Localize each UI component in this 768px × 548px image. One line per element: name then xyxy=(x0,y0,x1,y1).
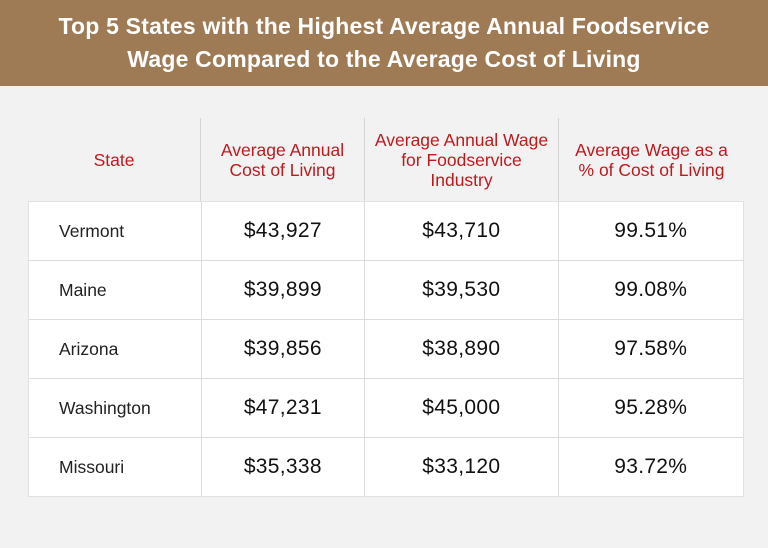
cost-of-living-cell: $47,231 xyxy=(200,379,365,437)
header-foodservice-wage: Average Annual Wage for Foodservice Indu… xyxy=(364,118,558,201)
percent-cell: 93.72% xyxy=(557,438,743,496)
title-line-2: Wage Compared to the Average Cost of Liv… xyxy=(127,46,641,72)
cost-of-living-cell: $43,927 xyxy=(200,202,365,260)
table-row: Arizona $39,856 $38,890 97.58% xyxy=(29,319,743,378)
percent-cell: 99.08% xyxy=(557,261,743,319)
table-row: Vermont $43,927 $43,710 99.51% xyxy=(29,202,743,260)
data-table: State Average Annual Cost of Living Aver… xyxy=(28,118,744,497)
wage-cell: $43,710 xyxy=(364,202,557,260)
cost-of-living-cell: $35,338 xyxy=(200,438,365,496)
header-line: Industry xyxy=(430,169,493,190)
cost-of-living-cell: $39,899 xyxy=(200,261,365,319)
header-state: State xyxy=(28,118,200,201)
table-row: Missouri $35,338 $33,120 93.72% xyxy=(29,437,743,496)
title-line-1: Top 5 States with the Highest Average An… xyxy=(58,13,710,39)
state-cell: Vermont xyxy=(59,220,125,241)
header-line: Cost of Living xyxy=(229,159,336,180)
wage-cell: $33,120 xyxy=(364,438,557,496)
state-cell: Maine xyxy=(59,279,107,300)
header-line: for Foodservice xyxy=(401,149,522,170)
wage-cell: $39,530 xyxy=(364,261,557,319)
state-cell: Arizona xyxy=(59,338,119,359)
header-line: Average Wage as a xyxy=(575,139,728,160)
header-line: Average Annual Wage xyxy=(374,129,549,150)
header-line: % of Cost of Living xyxy=(578,159,725,180)
header-line: State xyxy=(93,149,135,170)
percent-cell: 95.28% xyxy=(557,379,743,437)
header-line: Average Annual xyxy=(220,139,345,160)
percent-cell: 97.58% xyxy=(557,320,743,378)
state-cell: Missouri xyxy=(59,456,125,477)
title-banner: Top 5 States with the Highest Average An… xyxy=(0,0,768,86)
table-body: Vermont $43,927 $43,710 99.51% Maine $39… xyxy=(28,201,744,497)
header-wage-percent: Average Wage as a % of Cost of Living xyxy=(558,118,744,201)
table-row: Washington $47,231 $45,000 95.28% xyxy=(29,378,743,437)
table-row: Maine $39,899 $39,530 99.08% xyxy=(29,260,743,319)
wage-cell: $45,000 xyxy=(364,379,557,437)
state-cell: Washington xyxy=(59,397,151,418)
header-cost-of-living: Average Annual Cost of Living xyxy=(200,118,364,201)
table-header: State Average Annual Cost of Living Aver… xyxy=(28,118,744,201)
cost-of-living-cell: $39,856 xyxy=(200,320,365,378)
wage-cell: $38,890 xyxy=(364,320,557,378)
percent-cell: 99.51% xyxy=(557,202,743,260)
